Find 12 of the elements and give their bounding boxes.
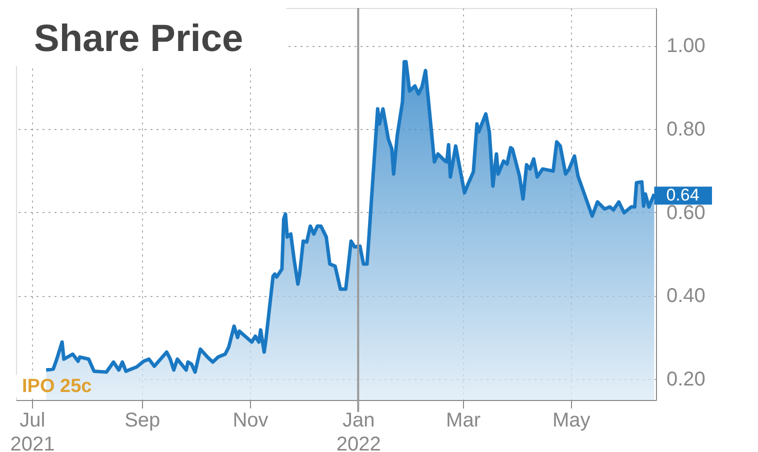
x-tick-label: Sep (124, 410, 160, 432)
y-tick-label: 0.40 (666, 285, 706, 308)
x-tick-label: Mar (446, 410, 481, 432)
y-tick-label: 0.80 (666, 118, 706, 140)
annotation: IPO 25c (22, 376, 92, 397)
chart-title: Share Price (34, 18, 244, 60)
y-tick-label: 1.00 (666, 35, 706, 58)
y-tick-label: 0.20 (666, 368, 706, 391)
x-tick-label: Jul 2021 (10, 410, 55, 452)
x-tick-label: Jan 2022 (336, 410, 381, 452)
x-tick-label: May (552, 410, 590, 432)
x-tick-label: Nov (232, 410, 268, 432)
